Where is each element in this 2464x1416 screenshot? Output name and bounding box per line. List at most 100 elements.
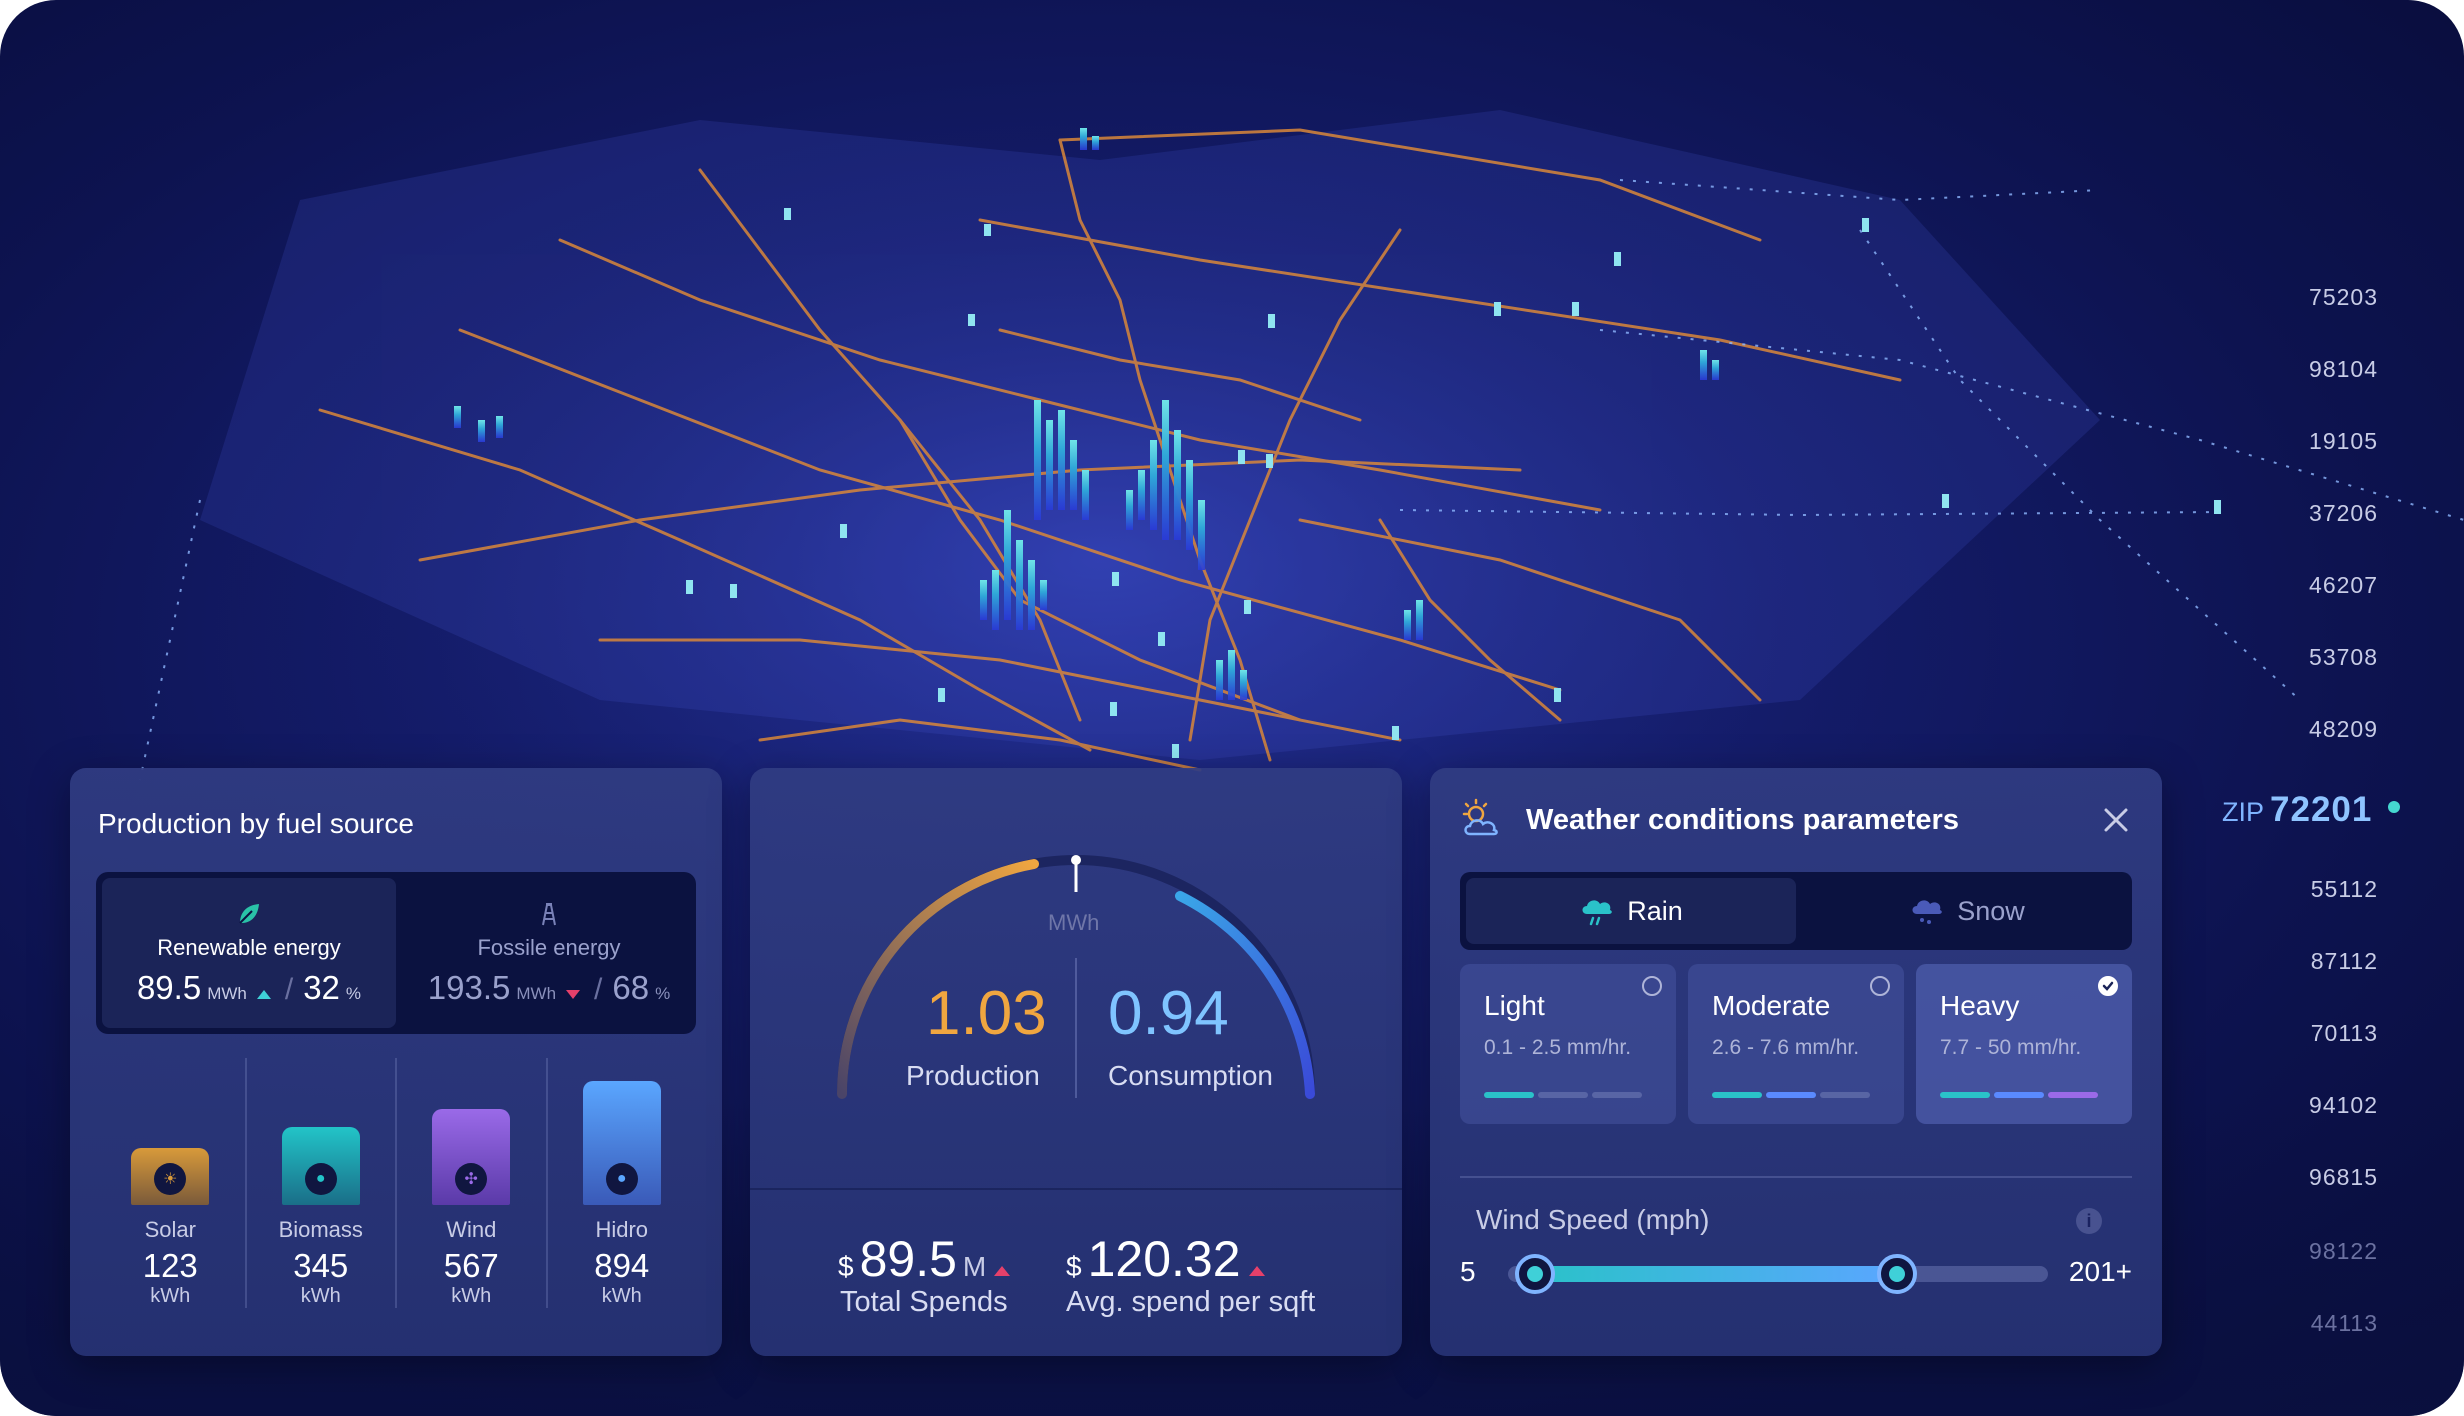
zip-item[interactable]: 46207: [2309, 572, 2378, 598]
zip-active[interactable]: ZIP 72201: [2222, 790, 2401, 830]
source-unit: kWh: [601, 1285, 642, 1307]
zip-item[interactable]: 70113: [2310, 1020, 2378, 1046]
fuel-source-panel: Production by fuel source Renewable ener…: [70, 768, 722, 1356]
renewable-unit: MWh: [207, 984, 247, 1003]
source-bar: ✣: [432, 1109, 511, 1205]
zip-item[interactable]: 48209: [2309, 716, 2378, 742]
wind-min-label: 5: [1460, 1256, 1476, 1287]
zip-item[interactable]: 94102: [2309, 1092, 2378, 1118]
source-bar: ●: [582, 1081, 661, 1205]
intensity-segment: [1484, 1092, 1534, 1098]
radio-icon[interactable]: [1642, 976, 1662, 996]
biomass-icon: ●: [304, 1163, 337, 1195]
weather-panel: Weather conditions parameters Rain Snow …: [1430, 768, 2162, 1356]
oil-rig-icon: [537, 899, 561, 929]
zip-item[interactable]: 98104: [2309, 356, 2378, 382]
renewable-energy-tab[interactable]: Renewable energy 89.5 MWh / 32 %: [102, 878, 396, 1028]
percent-unit: %: [345, 984, 362, 1003]
fossil-energy-tab[interactable]: Fossile energy 193.5 MWh / 68 %: [402, 872, 696, 1034]
source-name: Hidro: [595, 1217, 649, 1242]
tab-snow[interactable]: Snow: [1802, 872, 2132, 950]
value-separator: /: [284, 973, 294, 1006]
total-spends-label: Total Spends: [840, 1286, 1008, 1318]
wind-speed-slider[interactable]: [1508, 1254, 2048, 1294]
panel-title: Production by fuel source: [98, 808, 414, 839]
tab-rain[interactable]: Rain: [1466, 878, 1796, 944]
zip-item[interactable]: 75203: [2309, 284, 2378, 310]
avg-spend-number: 120.32: [1087, 1231, 1241, 1287]
avg-spend-label: Avg. spend per sqft: [1066, 1286, 1316, 1318]
slider-thumb-max[interactable]: [1876, 1254, 1917, 1294]
zip-item[interactable]: 19105: [2309, 428, 2378, 454]
source-wind[interactable]: ✣ Wind 567 kWh: [395, 1058, 546, 1308]
close-button[interactable]: [2100, 804, 2132, 836]
source-solar[interactable]: ☀ Solar 123 kWh: [96, 1058, 245, 1308]
intensity-name: Light: [1484, 990, 1545, 1021]
intensity-segment: [1766, 1092, 1816, 1098]
gauge-divider: [1075, 958, 1077, 1098]
intensity-segment: [1712, 1092, 1762, 1098]
fossil-unit: MWh: [516, 984, 557, 1003]
snow-cloud-icon: [1912, 900, 1943, 924]
percent-unit: %: [655, 984, 671, 1003]
zip-active-value: 72201: [2270, 790, 2373, 829]
source-unit: kWh: [150, 1285, 191, 1307]
renewable-percent: 32: [303, 969, 340, 1006]
renewable-label: Renewable energy: [157, 935, 341, 960]
tab-snow-label: Snow: [1957, 895, 2025, 926]
source-bar: ●: [281, 1127, 360, 1205]
source-value: 123: [142, 1247, 198, 1284]
source-value: 894: [594, 1247, 650, 1284]
source-name: Solar: [144, 1217, 196, 1242]
intensity-meter: [1940, 1092, 2098, 1098]
rain-cloud-icon: [1582, 900, 1613, 926]
currency-symbol: $: [838, 1251, 854, 1282]
intensity-segment: [1592, 1092, 1642, 1098]
consumption-label: Consumption: [1108, 1060, 1273, 1091]
intensity-meter: [1484, 1092, 1642, 1098]
check-icon[interactable]: [2098, 976, 2118, 996]
zip-item[interactable]: 53708: [2309, 644, 2378, 670]
renewable-values: 89.5 MWh / 32 %: [137, 969, 361, 1007]
intensity-range: 0.1 - 2.5 mm/hr.: [1484, 1036, 1632, 1059]
cloud-sun-icon: [1460, 798, 1502, 845]
slider-fill: [1535, 1266, 1897, 1282]
zip-item[interactable]: 87112: [2310, 948, 2378, 974]
zip-label: ZIP: [2222, 797, 2265, 827]
production-gauge-panel: MWh 1.03 0.94 Production Consumption $ 8…: [750, 768, 1402, 1356]
wind-max-label: 201+: [2068, 1256, 2132, 1287]
trend-up-icon: [994, 1266, 1011, 1276]
total-spends-number: 89.5: [859, 1231, 957, 1287]
intensity-range: 2.6 - 7.6 mm/hr.: [1712, 1036, 1860, 1059]
trend-up-icon: [1248, 1266, 1265, 1276]
source-unit: kWh: [300, 1285, 341, 1307]
intensity-name: Heavy: [1940, 990, 2020, 1021]
source-biomass[interactable]: ● Biomass 345 kWh: [244, 1058, 396, 1308]
intensity-light-card[interactable]: Light 0.1 - 2.5 mm/hr.: [1460, 964, 1676, 1124]
source-hidro[interactable]: ● Hidro 894 kWh: [545, 1058, 697, 1308]
water-drop-icon: ●: [605, 1163, 638, 1195]
renewable-value: 89.5: [136, 969, 202, 1006]
intensity-segment: [1994, 1092, 2044, 1098]
zip-item[interactable]: 98122: [2309, 1238, 2378, 1264]
section-divider: [750, 1188, 1402, 1190]
sun-icon: ☀: [154, 1163, 187, 1195]
wind-speed-label: Wind Speed (mph): [1476, 1204, 1710, 1235]
info-icon[interactable]: i: [2076, 1208, 2102, 1234]
zip-item[interactable]: 44113: [2310, 1310, 2378, 1336]
source-value: 567: [443, 1247, 499, 1284]
intensity-heavy-card[interactable]: Heavy 7.7 - 50 mm/hr.: [1916, 964, 2132, 1124]
zip-item[interactable]: 37206: [2309, 500, 2378, 526]
intensity-moderate-card[interactable]: Moderate 2.6 - 7.6 mm/hr.: [1688, 964, 1904, 1124]
intensity-name: Moderate: [1712, 990, 1831, 1021]
intensity-levels: Light 0.1 - 2.5 mm/hr. Moderate 2.6 - 7.6 m…: [1460, 964, 2132, 1124]
close-icon: [2104, 808, 2128, 832]
intensity-segment: [2048, 1092, 2098, 1098]
source-name: Biomass: [278, 1217, 363, 1242]
slider-thumb-min[interactable]: [1515, 1254, 1555, 1294]
zip-item[interactable]: 96815: [2309, 1164, 2378, 1190]
zip-item[interactable]: 55112: [2310, 876, 2378, 902]
intensity-meter: [1712, 1092, 1870, 1098]
source-name: Wind: [446, 1217, 497, 1242]
radio-icon[interactable]: [1870, 976, 1890, 996]
